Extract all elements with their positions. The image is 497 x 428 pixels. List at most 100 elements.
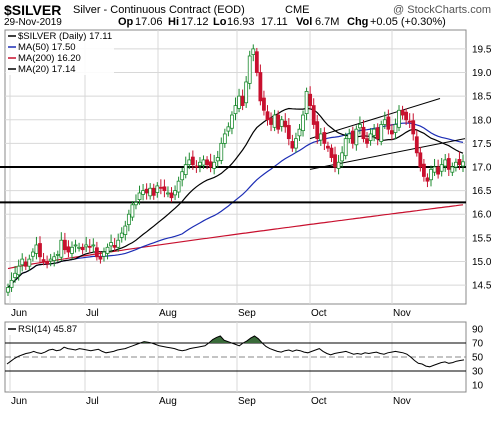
hi-value: 17.12 [181, 16, 209, 28]
candle-body [205, 159, 209, 166]
candle-body [262, 97, 266, 111]
candle-body [80, 246, 85, 251]
rsi-month-label: Sep [238, 396, 256, 407]
candle-body [148, 187, 153, 197]
candle-body [70, 246, 74, 254]
candle-body [45, 261, 50, 265]
candle-body [144, 188, 149, 194]
candle-body [6, 287, 10, 293]
candle-body [443, 159, 448, 167]
candle-body [212, 161, 217, 169]
candle-body [315, 121, 320, 140]
legend-entry: MA(20) 17.14 [18, 64, 76, 75]
candle-body [251, 48, 256, 55]
candle-body [226, 126, 231, 132]
candle-body [105, 246, 110, 254]
candle-body [20, 258, 25, 266]
rsi-line [6, 335, 465, 368]
candle-body [340, 152, 345, 162]
legend-entry: MA(50) 17.50 [18, 42, 76, 53]
candle-body [38, 243, 42, 258]
vol-label: Vol [296, 16, 313, 28]
candle-body [304, 91, 309, 115]
candle-body [194, 165, 199, 168]
price-tick-label: 16.5 [472, 186, 492, 197]
candle-body [436, 166, 441, 175]
candle-body [219, 142, 224, 161]
candle-body [180, 171, 185, 181]
date-label: 29-Nov-2019 [4, 17, 62, 28]
candle-body [283, 120, 288, 128]
op-label: Op [118, 16, 134, 28]
candle-body [87, 245, 92, 248]
candle-body [414, 136, 419, 154]
candle-body [34, 244, 39, 254]
candle-body [123, 225, 128, 235]
candle-body [397, 109, 401, 128]
candle-body [208, 161, 213, 168]
candle-body [432, 166, 437, 173]
candle-body [112, 245, 117, 248]
price-tick-label: 14.5 [472, 281, 492, 292]
candle-body [450, 166, 455, 173]
hi-label: Hi [168, 16, 179, 28]
candle-body [343, 138, 348, 157]
price-tick-label: 17.0 [472, 163, 492, 174]
candle-body [308, 93, 313, 106]
candle-body [91, 244, 96, 247]
candle-body [59, 239, 64, 258]
candle-body [404, 111, 409, 121]
price-month-label: Nov [393, 308, 411, 319]
candle-body [301, 114, 305, 132]
candle-body [265, 111, 270, 121]
candle-body [272, 114, 277, 128]
candle-body [365, 138, 369, 144]
rsi-legend-label: RSI(14) 45.87 [18, 324, 77, 335]
candle-body [350, 130, 355, 144]
candle-body [126, 213, 131, 226]
candle-body [116, 239, 121, 248]
candle-body [23, 261, 28, 267]
candle-body [176, 180, 181, 193]
exchange-label: CME [285, 4, 310, 16]
candle-body [386, 116, 391, 130]
candle-body [368, 133, 373, 141]
candle-body [393, 124, 398, 133]
candle-body [461, 161, 465, 167]
candle-body [361, 126, 366, 140]
candle-body [329, 147, 334, 158]
candle-body [130, 204, 135, 218]
candle-body [336, 161, 341, 169]
channel-upper-line [309, 98, 441, 140]
candle-body [322, 132, 327, 144]
candle-body [254, 51, 259, 73]
candle-body [77, 246, 81, 249]
candle-body [347, 133, 352, 140]
rsi-legend-box [6, 323, 84, 335]
candle-body [201, 159, 206, 166]
instrument-name: Silver - Continuous Contract (EOD) [73, 4, 245, 16]
candle-body [230, 114, 234, 129]
chg-value: +0.05 (+0.30%) [370, 16, 446, 28]
candle-body [258, 72, 263, 102]
candle-body [13, 272, 18, 278]
candle-body [421, 163, 426, 177]
candle-body [453, 161, 458, 168]
rsi-month-label: Oct [311, 396, 327, 407]
ma20-line [7, 107, 464, 288]
candle-body [244, 81, 249, 104]
candle-body [155, 185, 160, 193]
candle-body [98, 256, 103, 260]
candle-body [333, 154, 337, 168]
candle-body [294, 138, 298, 149]
rsi-tick-label: 10 [472, 381, 484, 392]
candle-body [134, 202, 138, 206]
candle-body [400, 109, 405, 116]
chg-label: Chg [347, 16, 369, 28]
rsi-month-label: Jun [11, 396, 27, 407]
price-tick-label: 19.5 [472, 44, 492, 55]
price-tick-label: 15.0 [472, 257, 492, 268]
candle-body [382, 119, 387, 125]
candle-body [290, 141, 295, 149]
price-month-label: Aug [159, 308, 177, 319]
